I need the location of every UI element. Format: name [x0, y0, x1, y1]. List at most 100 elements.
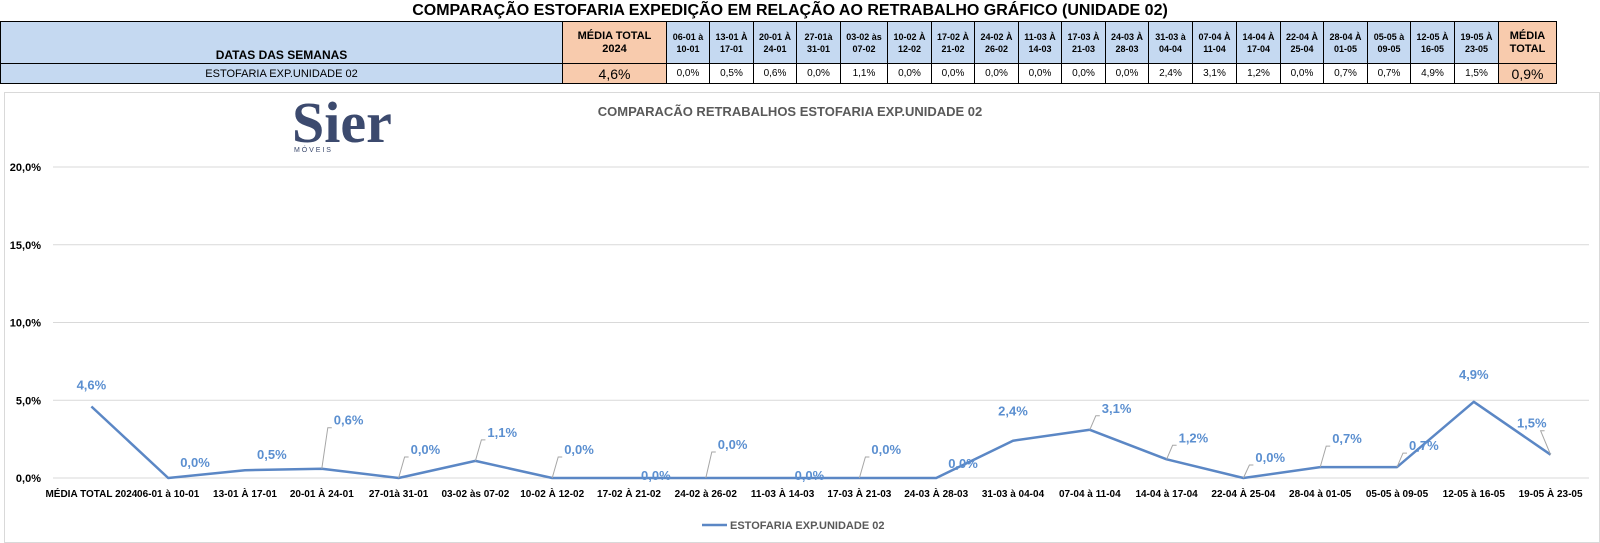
week-header-line1: 06-01 à	[672, 31, 704, 42]
x-tick-label: 17-03 À 21-03	[827, 487, 891, 500]
week-header-cell: 13-01 À 17-01	[709, 21, 754, 64]
week-header-line1: 17-02 À	[936, 31, 970, 42]
data-label-leader	[398, 456, 409, 479]
data-label-leader	[1166, 444, 1177, 460]
first-average-header-cell: MÉDIA TOTAL 2024	[562, 21, 667, 64]
week-header-line1: 28-04 À	[1329, 31, 1362, 42]
week-header-line2: 11-04	[1203, 43, 1226, 54]
week-header-line1: 24-02 À	[980, 31, 1013, 42]
data-label: 0,0%	[641, 468, 671, 483]
week-header-line1: 10-02 À	[893, 31, 926, 42]
x-tick-label: 13-01 À 17-01	[213, 487, 277, 500]
last-average-value-cell: 0,9%	[1498, 63, 1557, 84]
data-label-leader	[1242, 464, 1254, 479]
week-header-cell: 07-04 À 11-04	[1192, 21, 1237, 64]
week-header-cell: 06-01 à 10-01	[666, 21, 710, 64]
x-tick-label: 28-04 à 01-05	[1289, 489, 1352, 500]
last-average-header-cell: MÉDIA TOTAL	[1498, 21, 1557, 64]
x-tick-label: 17-02 À 21-02	[597, 487, 661, 500]
week-header-line2: 21-03	[1071, 43, 1096, 54]
x-tick-label: 12-05 à 16-05	[1443, 489, 1506, 500]
data-label: 0,7%	[1332, 431, 1362, 446]
week-header-line2: 01-05	[1333, 43, 1358, 54]
first-average-value-cell: 4,6%	[562, 63, 667, 84]
x-tick-label: 06-01 à 10-01	[137, 489, 200, 500]
chart-title: COMPARACÃO RETRABALHOS ESTOFARIA EXP.UNI…	[598, 104, 983, 119]
series-line	[90, 400, 1552, 480]
x-tick-label: 24-03 À 28-03	[904, 487, 968, 500]
data-label-leader	[1089, 415, 1100, 430]
week-header-line1: 13-01 À	[715, 31, 748, 42]
x-tick-label: 14-04 à 17-04	[1135, 489, 1198, 500]
week-header-cell: 20-01 À 24-01	[753, 21, 797, 64]
y-tick-label: 5,0%	[16, 395, 41, 407]
data-label: 0,0%	[871, 442, 901, 457]
week-value-cell: 0,0%	[666, 63, 710, 84]
week-header-line1: 07-04 À	[1198, 31, 1231, 42]
x-tick-label: 22-04 À 25-04	[1211, 487, 1275, 500]
data-label-leader	[1539, 430, 1552, 455]
week-header-cell: 24-03 À 28-03	[1105, 21, 1149, 64]
last-average-header-line2: TOTAL	[1509, 42, 1546, 55]
week-value-cell: 0,0%	[887, 63, 932, 84]
week-header-line2: 21-02	[941, 43, 965, 54]
data-label: 0,0%	[411, 442, 441, 457]
week-header-line1: 31-03 à	[1155, 31, 1186, 42]
data-label-leader	[1396, 452, 1407, 468]
sier-logo: Sier M Ó V E I S	[292, 95, 392, 155]
week-value-cell: 0,5%	[709, 63, 754, 84]
week-header-line1: 11-03 À	[1024, 31, 1056, 42]
week-header-line2: 26-02	[984, 43, 1009, 54]
week-value-cell: 4,9%	[1410, 63, 1455, 84]
x-tick-label: 03-02 às 07-02	[441, 489, 509, 500]
weekly-rework-table: DATAS DAS SEMANAS MÉDIA TOTAL 2024 06-01 …	[0, 21, 1557, 84]
week-header-line2: 10-01	[676, 43, 700, 54]
week-header-line2: 17-04	[1246, 43, 1271, 54]
week-value-cell: 0,0%	[796, 63, 841, 84]
week-header-line1: 12-05 À	[1416, 31, 1449, 42]
x-tick-label: 19-05 À 23-05	[1519, 487, 1583, 500]
line-chart: COMPARACÃO RETRABALHOS ESTOFARIA EXP.UNI…	[10, 104, 1589, 532]
week-header-line1: 17-03 À	[1067, 31, 1100, 42]
week-header-cell: 28-04 À 01-05	[1323, 21, 1368, 64]
data-label: 1,2%	[1179, 430, 1209, 445]
data-label: 0,7%	[1409, 438, 1439, 453]
y-tick-label: 20,0%	[10, 162, 41, 174]
x-tick-label: 10-02 À 12-02	[520, 487, 584, 500]
data-label: 0,0%	[718, 437, 748, 452]
y-tick-label: 10,0%	[10, 318, 41, 330]
data-label: 1,1%	[487, 425, 517, 440]
data-label-leader	[551, 456, 563, 479]
header-label-cell: DATAS DAS SEMANAS	[0, 21, 563, 64]
week-value-cell: 0,7%	[1367, 63, 1411, 84]
x-tick-label: MÉDIA TOTAL 2024	[45, 487, 137, 500]
week-value-cell: 0,0%	[1105, 63, 1149, 84]
week-header-line2: 17-01	[719, 43, 744, 54]
week-header-line1: 05-05 à	[1373, 31, 1405, 42]
week-header-line1: 24-03 À	[1110, 31, 1144, 42]
week-header-line2: 09-05	[1377, 43, 1401, 54]
week-header-cell: 05-05 à 09-05	[1367, 21, 1411, 64]
week-value-cell: 0,6%	[753, 63, 797, 84]
week-header-cell: 22-04 À 25-04	[1280, 21, 1324, 64]
week-header-line2: 12-02	[897, 43, 922, 54]
data-label: 0,0%	[948, 456, 978, 471]
x-tick-label: 24-02 à 26-02	[675, 489, 738, 500]
week-value-cell: 1,5%	[1454, 63, 1499, 84]
week-header-line1: 22-04 À	[1285, 31, 1319, 42]
week-header-line1: 19-05 À	[1460, 31, 1493, 42]
chart-area: COMPARACÃO RETRABALHOS ESTOFARIA EXP.UNI…	[4, 92, 1600, 543]
week-header-line2: 28-03	[1115, 43, 1139, 54]
y-tick-label: 15,0%	[10, 240, 41, 252]
week-header-line2: 31-01	[806, 43, 831, 54]
week-header-cell: 19-05 À 23-05	[1454, 21, 1499, 64]
week-header-line1: 20-01 À	[758, 31, 792, 42]
week-header-line2: 23-05	[1464, 43, 1489, 54]
page-title: COMPARAÇÃO ESTOFARIA EXPEDIÇÃO EM RELAÇÃ…	[412, 2, 1168, 19]
data-label: 3,1%	[1102, 401, 1132, 416]
week-value-cell: 2,4%	[1148, 63, 1193, 84]
week-header-cell: 14-04 À 17-04	[1236, 21, 1281, 64]
week-header-line1: 14-04 À	[1242, 31, 1275, 42]
legend-label: ESTOFARIA EXP.UNIDADE 02	[730, 520, 884, 532]
data-label: 2,4%	[998, 404, 1028, 419]
